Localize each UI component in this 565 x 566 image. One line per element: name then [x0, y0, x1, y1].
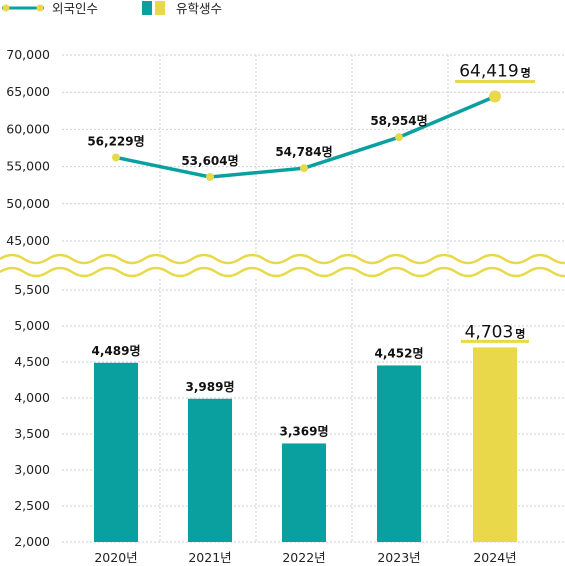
legend-line-dot	[36, 4, 44, 12]
bar-series: 4,489명 3,989명 3,369명 4,452명 4,703 명	[92, 322, 529, 542]
line-point	[489, 90, 501, 103]
y-tick-label: 3,000	[14, 462, 50, 477]
line-series: 56,229명 53,604명 54,784명 58,954명 64,419 명	[87, 62, 535, 181]
line-point	[300, 164, 308, 173]
y-tick-label: 2,500	[14, 498, 50, 513]
grid-lines	[62, 54, 565, 543]
bar-data-label: 3,989명	[186, 380, 235, 394]
bar-data-label: 3,369명	[280, 424, 329, 438]
y-tick-label: 60,000	[6, 121, 50, 136]
line-data-label-unit: 명	[521, 66, 531, 80]
legend-line-dot	[2, 4, 10, 12]
line-data-label: 58,954명	[370, 114, 427, 128]
y-tick-label: 5,500	[14, 282, 50, 297]
legend-label-bar: 유학생수	[176, 1, 222, 16]
bar-data-label: 4,489명	[92, 344, 141, 358]
y-tick-label: 5,000	[14, 318, 50, 333]
axis-break-wave	[0, 253, 565, 278]
bar	[188, 398, 232, 542]
y-tick-label: 70,000	[6, 47, 50, 62]
line-point	[395, 133, 403, 142]
y-tick-label: 45,000	[6, 233, 50, 248]
bar	[282, 443, 326, 542]
line-data-label: 56,229명	[87, 134, 144, 148]
axis-break-wave-bottom	[0, 266, 565, 278]
y-tick-label: 50,000	[6, 196, 50, 211]
line-data-label-number: 64,419	[459, 62, 518, 82]
bar	[94, 362, 138, 542]
bar-data-label: 4,452명	[375, 346, 424, 360]
y-tick-label: 4,500	[14, 354, 50, 369]
y-tick-label: 65,000	[6, 84, 50, 99]
line-point	[112, 153, 120, 162]
x-tick-label: 2022년	[282, 550, 325, 565]
x-tick-label: 2023년	[377, 550, 420, 565]
bar-data-label-unit: 명	[515, 326, 525, 340]
y-tick-label: 3,500	[14, 426, 50, 441]
bar-data-label: 4,703 명	[465, 322, 526, 342]
y-axis-ticks: 45,000 50,000 55,000 60,000 65,000 70,000 2,00…	[6, 47, 50, 549]
legend-label-line: 외국인수	[52, 1, 98, 16]
x-tick-label: 2020년	[94, 550, 137, 565]
legend-bar-swatch-yellow	[155, 1, 165, 15]
x-tick-label: 2021년	[188, 550, 231, 565]
line-point	[206, 172, 214, 181]
x-axis-ticks: 2020년 2021년 2022년 2023년 2024년	[94, 550, 516, 565]
line-data-label: 53,604명	[181, 154, 238, 168]
x-tick-label: 2024년	[473, 550, 516, 565]
legend: 외국인수 유학생수	[2, 1, 222, 16]
bar	[377, 365, 421, 542]
axis-break-wave-top	[0, 253, 565, 265]
legend-bar-swatch-teal	[142, 1, 152, 15]
y-tick-label: 4,000	[14, 390, 50, 405]
line-data-label: 54,784명	[275, 145, 332, 159]
bar-data-label-number: 4,703	[465, 322, 514, 342]
bar	[473, 347, 517, 542]
y-tick-label: 55,000	[6, 159, 50, 174]
y-tick-label: 2,000	[14, 534, 50, 549]
line-data-label: 64,419 명	[459, 62, 531, 82]
